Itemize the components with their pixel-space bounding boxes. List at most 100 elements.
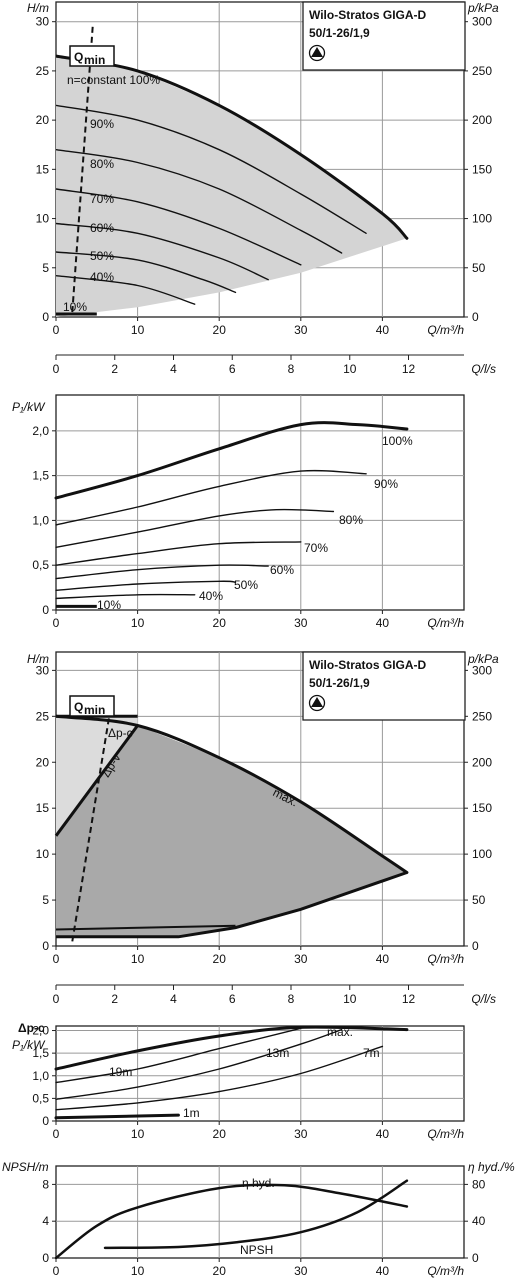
panel-d-label-19m: 19m — [109, 1065, 132, 1079]
panel-b-xtick-label: 30 — [294, 616, 308, 630]
panel-a-ytick-label: 5 — [42, 261, 49, 275]
panel-a-curve-60 — [56, 222, 269, 281]
panel-c-ytick-label: 30 — [36, 663, 50, 677]
panel-c-curve-max — [56, 714, 409, 874]
panel-d-ytick-label: 1,5 — [32, 1046, 49, 1060]
panel-c-qmin-box — [69, 695, 115, 717]
panel-a-flow-ls-tick-label: 0 — [53, 362, 60, 376]
panel-a-ytick-label: 0 — [42, 310, 49, 324]
panel-a-flow-ls-tick-label: 8 — [288, 362, 295, 376]
panel-d-ytick-label: 0,5 — [32, 1091, 49, 1105]
panel-c-flow-ls-tick-label: 6 — [229, 992, 236, 1006]
panel-c-pressure-tick-label: 50 — [472, 893, 486, 907]
panel-b-label-50: 50% — [234, 578, 258, 592]
panel-d-xtick-label: 10 — [131, 1127, 145, 1141]
panel-b-xtick-label: 10 — [131, 616, 145, 630]
panel-a-ylabel: H/m — [27, 1, 49, 15]
panel-d-xtick-label: 30 — [294, 1127, 308, 1141]
panel-c-title-name: Wilo-Stratos GIGA-D — [309, 658, 427, 672]
panel-a-curve-90 — [56, 104, 367, 234]
panel-a-qmin-label: Q — [74, 50, 83, 64]
panel-d-ylabel-top: Δp-c — [18, 1021, 45, 1035]
panel-e-eta-tick-label: 40 — [472, 1214, 486, 1228]
panel-c-pressure-tick-label: 150 — [472, 801, 492, 815]
panel-b-ytick-label: 2,0 — [32, 424, 49, 438]
panel-a-label-70: 70% — [90, 192, 114, 206]
panel-d-ytick-label: 2,0 — [32, 1024, 49, 1038]
panel-d-ylabel: P₁/kW — [12, 1038, 46, 1052]
panel-a-curve-50 — [56, 251, 237, 294]
panel-a-flow-ls-tick-label: 2 — [111, 362, 118, 376]
panel-b-xtick-label: 40 — [376, 616, 390, 630]
panel-c-flow-ls-tick-label: 2 — [111, 992, 118, 1006]
panel-b-label-60: 60% — [270, 563, 294, 577]
panel-c-title-pump-arrow-icon — [311, 697, 323, 707]
panel-a-label-100: n=constant 100% — [67, 73, 160, 87]
panel-c-ylabel-right: p/kPa — [467, 652, 499, 666]
panel-e-xtick-label: 10 — [131, 1264, 145, 1278]
panel-b-label-40: 40% — [199, 589, 223, 603]
panel-e-eta-tick-label: 0 — [472, 1251, 479, 1265]
panel-a-flow-ls-tick-label: 10 — [343, 362, 357, 376]
panel-a-pressure-tick-label: 200 — [472, 113, 492, 127]
panel-c-curve-min-upper — [55, 924, 236, 931]
panel-c-flow-ls-tick-label: 10 — [343, 992, 357, 1006]
panel-b-curve-70 — [55, 541, 302, 566]
panel-d-curve-19m — [55, 1027, 302, 1084]
panel-c-pressure-tick-label: 300 — [472, 663, 492, 677]
panel-c-xtick-label: 40 — [376, 952, 390, 966]
panel-c-ylabel: H/m — [27, 652, 49, 666]
panel-c-flow-ls-tick-label: 4 — [170, 992, 177, 1006]
panel-e-ylabel: NPSH/m — [2, 1160, 49, 1174]
panel-b-label-10: 10% — [97, 598, 121, 612]
panel-b-curve-80 — [55, 508, 335, 548]
panel-a-xtick-label: 20 — [213, 323, 227, 337]
panel-a-qmin-sub: min — [84, 53, 105, 67]
panel-d-curve-1m — [54, 1113, 180, 1120]
panel-c-qmin-label: Q — [74, 700, 83, 714]
panel-b-curve-50 — [55, 580, 237, 591]
panel-c-flow-ls-tick-label: 0 — [53, 992, 60, 1006]
panel-c-ytick-label: 5 — [42, 893, 49, 907]
panel-a-xlabel: Q/m³/h — [427, 323, 464, 337]
panel-b-ytick-label: 0 — [42, 603, 49, 617]
panel-c-pressure-tick-label: 200 — [472, 755, 492, 769]
panel-a-ytick-label: 20 — [36, 113, 50, 127]
panel-a-pressure-tick-label: 250 — [472, 64, 492, 78]
panel-c-xtick-label: 0 — [53, 952, 60, 966]
panel-c-xtick-label: 20 — [213, 952, 227, 966]
panel-b-xlabel: Q/m³/h — [427, 616, 464, 630]
panel-c-ytick-label: 10 — [36, 847, 50, 861]
panel-e-label-npsh: NPSH — [240, 1243, 273, 1257]
panel-e-xtick-label: 40 — [376, 1264, 390, 1278]
panel-d-label-1m: 1m — [183, 1106, 200, 1120]
panel-c-xtick-label: 30 — [294, 952, 308, 966]
panel-a-ytick-label: 15 — [36, 162, 50, 176]
panel-c-dark-area — [56, 725, 407, 937]
panel-c-ytick-label: 15 — [36, 801, 50, 815]
panel-e-label-eta: η hyd. — [242, 1176, 275, 1190]
panel-c-pressure-tick-label: 0 — [472, 939, 479, 953]
panel-e-curve-eta — [54, 1183, 409, 1260]
panel-d-curve-max — [54, 1025, 409, 1071]
panel-b-curve-40 — [55, 593, 196, 600]
panel-d-xlabel: Q/m³/h — [427, 1127, 464, 1141]
panel-a-title-pump-arrow-icon — [311, 47, 323, 57]
panel-c-pressure-tick-label: 250 — [472, 709, 492, 723]
panel-d-curve-13m — [55, 1028, 343, 1100]
panel-a-title-model: 50/1-26/1,9 — [309, 26, 370, 40]
panel-c-flow-ls-tick-label: 12 — [402, 992, 416, 1006]
panel-a-flow-ls-label: Q/l/s — [471, 362, 496, 376]
panel-e-ytick-label: 4 — [42, 1214, 49, 1228]
panel-c-xlabel: Q/m³/h — [427, 952, 464, 966]
panel-a-curve-nconstant100 — [56, 54, 409, 240]
panel-d-curve-7m — [55, 1045, 384, 1111]
panel-c-curve-dpv — [54, 724, 139, 837]
panel-b-ytick-label: 0,5 — [32, 558, 49, 572]
panel-b-ytick-label: 1,0 — [32, 513, 49, 527]
panel-e-xtick-label: 20 — [213, 1264, 227, 1278]
panel-c-qmin-sub: min — [84, 703, 105, 717]
panel-b-curve-60 — [55, 564, 269, 580]
panel-a-pressure-tick-label: 0 — [472, 310, 479, 324]
